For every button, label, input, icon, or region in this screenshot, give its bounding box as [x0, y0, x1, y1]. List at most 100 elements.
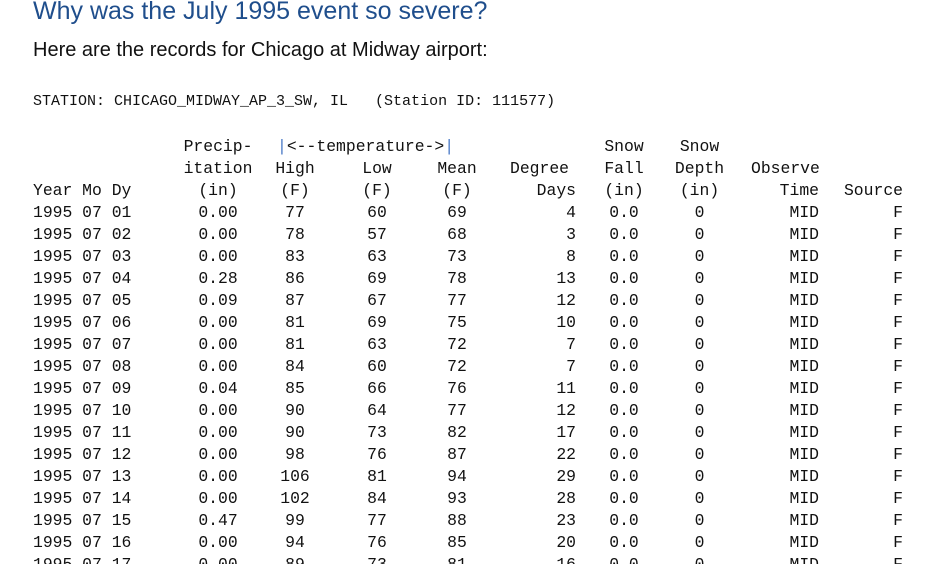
cell-precip: 0.09 — [198, 291, 238, 310]
cell-snow-depth: 0 — [671, 554, 728, 564]
header-snow-fall-bottom: Fall — [604, 159, 644, 178]
cell-date: 1995 07 08 — [33, 357, 132, 376]
header-snow-depth-bottom: Depth — [674, 159, 725, 178]
table-row: 1995 07 06 0.00 81 69 75 10 0.0 0 MID F — [33, 312, 913, 334]
table-row: 1995 07 15 0.47 99 77 88 23 0.0 0 MID F — [33, 510, 913, 532]
cell-snow-depth: 0 — [694, 247, 705, 266]
header-low: Low — [362, 159, 392, 178]
cell-snow-fall: 0.0 — [609, 445, 639, 464]
cell-snow-depth: 0 — [694, 379, 705, 398]
cell-snow-fall: 0.0 — [609, 401, 639, 420]
header-precip-unit: (in) — [198, 181, 238, 200]
table-row: 1995 07 11 0.00 90 73 82 17 0.0 0 MID F — [33, 422, 913, 444]
cell-low: 69 — [367, 269, 387, 288]
cell-snow-fall: 0.0 — [609, 247, 639, 266]
cell-observe-time: MID — [789, 203, 819, 222]
cell-high: 84 — [285, 357, 305, 376]
cell-high: 98 — [285, 445, 305, 464]
cell-precip: 0.00 — [198, 313, 238, 332]
cell-date: 1995 07 02 — [33, 225, 132, 244]
cell-high: 102 — [280, 489, 310, 508]
cell-snow-fall: 0.0 — [609, 291, 639, 310]
cell-source: F — [835, 554, 903, 564]
cell-snow-fall: 0.0 — [609, 533, 639, 552]
cell-observe-time: MID — [789, 357, 819, 376]
cell-snow-fall: 0.0 — [609, 467, 639, 486]
cell-mean: 87 — [447, 445, 467, 464]
header-mean: Mean — [437, 159, 477, 178]
cell-observe-time: MID — [789, 225, 819, 244]
cell-low: 73 — [367, 423, 387, 442]
cell-degree-days: 3 — [566, 225, 576, 244]
cell-low: 73 — [353, 554, 401, 564]
cell-observe-time: MID — [789, 511, 819, 530]
cell-high: 81 — [285, 313, 305, 332]
cell-date: 1995 07 12 — [33, 445, 132, 464]
cell-mean: 68 — [447, 225, 467, 244]
cell-low: 84 — [367, 489, 387, 508]
table-row: 1995 07 09 0.04 85 66 76 11 0.0 0 MID F — [33, 378, 913, 400]
cell-snow-fall: 0.0 — [609, 379, 639, 398]
cell-snow-depth: 0 — [694, 423, 705, 442]
cell-low: 77 — [367, 511, 387, 530]
cell-mean: 81 — [429, 554, 485, 564]
cell-snow-depth: 0 — [694, 225, 705, 244]
header-precip-top: Precip- — [183, 137, 253, 156]
header-temperature-span: |<--temperature->| — [277, 136, 454, 158]
cell-snow-fall: 0.0 — [609, 225, 639, 244]
cell-observe-time: MID — [789, 247, 819, 266]
station-line: STATION: CHICAGO_MIDWAY_AP_3_SW, IL (Sta… — [33, 93, 556, 110]
cell-mean: 76 — [447, 379, 467, 398]
cell-mean: 72 — [447, 335, 467, 354]
table-row: 1995 07 13 0.00 106 81 94 29 0.0 0 MID F — [33, 466, 913, 488]
cell-high: 78 — [285, 225, 305, 244]
cell-high: 77 — [285, 203, 305, 222]
cell-degree-days: 12 — [556, 401, 576, 420]
header-high-unit: (F) — [280, 181, 310, 200]
cell-low: 76 — [367, 445, 387, 464]
cell-observe-time: MID — [789, 423, 819, 442]
cell-precip: 0.00 — [198, 467, 238, 486]
cell-high: 86 — [285, 269, 305, 288]
cell-snow-depth: 0 — [694, 533, 705, 552]
header-source: Source — [843, 181, 903, 200]
cell-mean: 78 — [447, 269, 467, 288]
cell-date: 1995 07 01 — [33, 203, 132, 222]
cell-snow-depth: 0 — [694, 445, 705, 464]
cell-date: 1995 07 13 — [33, 467, 132, 486]
header-degree: Degree — [509, 159, 570, 178]
cell-snow-fall: 0.0 — [609, 313, 639, 332]
record-rows: 1995 07 01 0.00 77 60 69 4 0.0 0 MID F 1995 07 02 0… — [33, 202, 913, 564]
cell-snow-depth: 0 — [694, 203, 705, 222]
temperature-label: <--temperature-> — [286, 137, 445, 156]
cell-observe-time: MID — [789, 291, 819, 310]
cell-low: 63 — [367, 335, 387, 354]
cell-snow-fall: 0.0 — [609, 489, 639, 508]
cell-date: 1995 07 14 — [33, 489, 132, 508]
cell-high: 90 — [285, 423, 305, 442]
cell-low: 64 — [367, 401, 387, 420]
cell-mean: 73 — [447, 247, 467, 266]
cell-snow-fall: 0.0 — [609, 203, 639, 222]
cell-snow-fall: 0.0 — [609, 423, 639, 442]
cell-mean: 85 — [447, 533, 467, 552]
header-row-3: Year Mo Dy (in) (F) (F) (F) Days (in) (i… — [33, 180, 913, 202]
cell-precip: 0.00 — [198, 203, 238, 222]
cell-source: F — [893, 335, 903, 354]
cell-date: 1995 07 05 — [33, 291, 132, 310]
cell-degree-days: 22 — [556, 445, 576, 464]
cell-degree-days: 29 — [556, 467, 576, 486]
table-row: 1995 07 12 0.00 98 76 87 22 0.0 0 MID F — [33, 444, 913, 466]
cell-snow-depth: 0 — [694, 357, 705, 376]
cell-precip: 0.28 — [198, 269, 238, 288]
cell-snow-depth: 0 — [694, 291, 705, 310]
cell-precip: 0.00 — [198, 489, 238, 508]
table-row: 1995 07 14 0.00 102 84 93 28 0.0 0 MID F — [33, 488, 913, 510]
cell-degree-days: 11 — [556, 379, 576, 398]
header-degree-unit: Days — [536, 181, 576, 200]
cell-degree-days: 7 — [566, 335, 576, 354]
cell-snow-depth: 0 — [694, 401, 705, 420]
cell-snow-fall: 0.0 — [609, 269, 639, 288]
cell-source: F — [893, 357, 903, 376]
cell-observe-time: MID — [789, 401, 819, 420]
